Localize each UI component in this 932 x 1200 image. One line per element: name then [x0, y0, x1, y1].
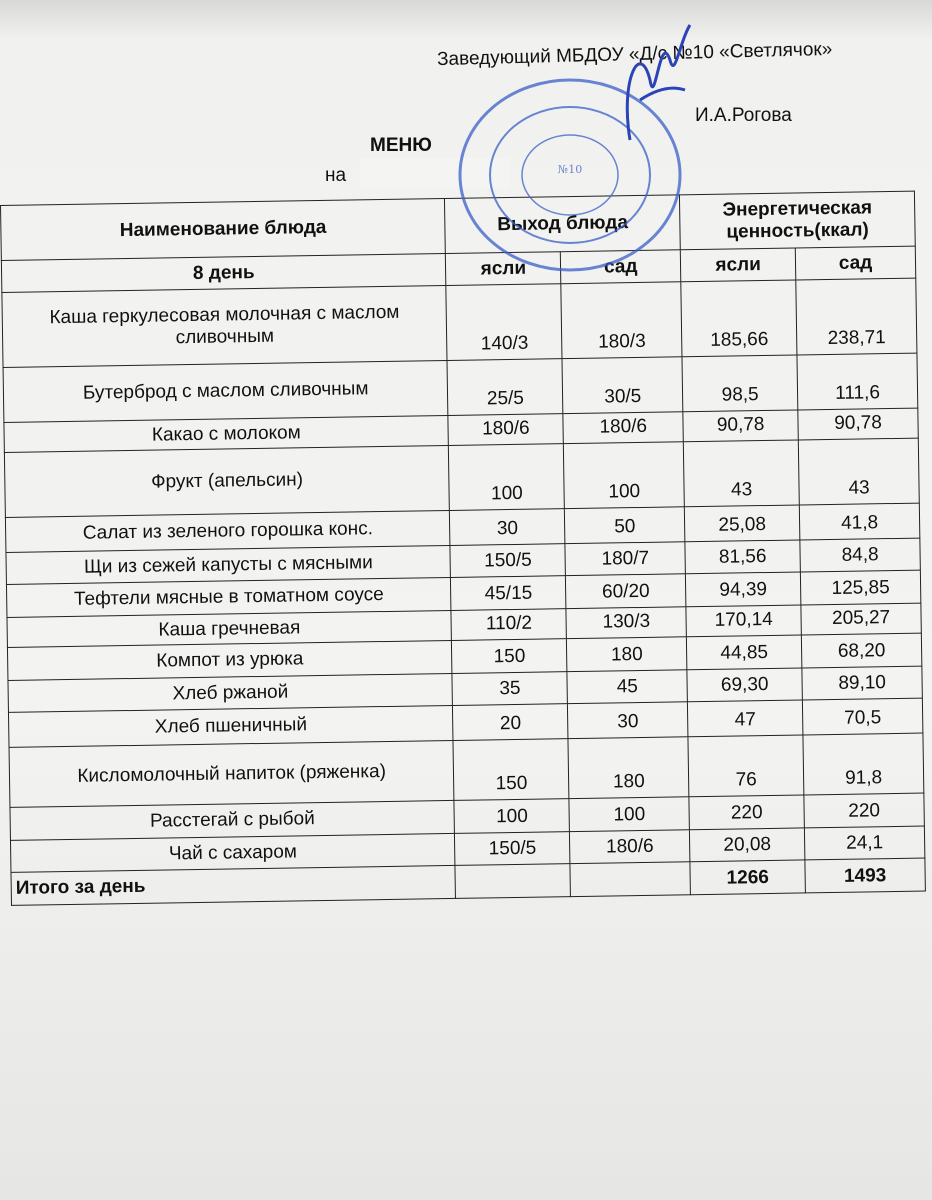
energy-garden: 111,6: [797, 353, 918, 410]
output-garden: 30: [567, 701, 689, 739]
energy-nursery: 94,39: [685, 571, 801, 607]
output-garden: 180/6: [569, 829, 691, 864]
output-garden: 45: [567, 669, 688, 704]
output-nursery: 20: [452, 703, 569, 741]
energy-garden: 43: [798, 438, 920, 505]
output-garden: 60/20: [565, 573, 687, 609]
dish-name: Фрукт (апельсин): [4, 445, 450, 518]
menu-table: Наименование блюда Выход блюда Энергетич…: [0, 191, 926, 906]
output-garden: 130/3: [566, 606, 687, 639]
energy-nursery: 69,30: [687, 667, 803, 702]
energy-garden: 70,5: [802, 698, 923, 735]
energy-garden: 84,8: [799, 538, 921, 572]
output-nursery: 150/5: [450, 543, 566, 578]
output-garden: 180/7: [565, 541, 686, 576]
col-header-energy: Энергетическая ценность(ккал): [679, 191, 916, 250]
energy-garden: 41,8: [799, 503, 920, 540]
output-garden: 30/5: [562, 356, 683, 414]
energy-nursery: 44,85: [686, 634, 802, 670]
energy-nursery: 43: [683, 439, 800, 507]
dish-name: Бутерброд с маслом сливочным: [3, 360, 449, 423]
date-field-blank: [360, 158, 510, 188]
total-garden: 1493: [804, 858, 926, 893]
output-nursery: 45/15: [450, 575, 567, 611]
energy-garden: 125,85: [800, 570, 921, 605]
output-nursery: 150/5: [454, 831, 571, 866]
output-garden: 100: [563, 441, 685, 509]
energy-garden: 220: [803, 793, 925, 828]
energy-nursery: 47: [687, 699, 803, 737]
signature: [625, 24, 692, 141]
energy-garden: 89,10: [801, 666, 923, 700]
energy-nursery: 76: [688, 734, 804, 797]
energy-garden: 91,8: [802, 733, 924, 795]
energy-nursery: 25,08: [684, 504, 800, 542]
energy-garden: 24,1: [804, 826, 925, 860]
energy-nursery: 170,14: [686, 604, 802, 637]
output-garden: 100: [569, 796, 690, 832]
output-nursery: 30: [449, 508, 566, 546]
energy-nursery: 90,78: [682, 409, 799, 442]
output-nursery: 100: [448, 443, 565, 511]
output-garden: 180: [568, 736, 690, 799]
total-label: Итого за день: [10, 865, 456, 906]
energy-nursery: 81,56: [684, 539, 801, 574]
energy-nursery: 220: [689, 794, 805, 830]
output-nursery: 150: [453, 738, 570, 801]
official-stamp: №10: [458, 78, 682, 272]
energy-garden: 68,20: [801, 633, 922, 668]
sub-header-garden: сад: [795, 246, 916, 281]
dish-name: Кисломолочный напиток (ряженка): [9, 740, 455, 808]
output-nursery: 140/3: [446, 283, 563, 361]
signatory-name: И.А.Рогова: [695, 105, 792, 126]
output-nursery: 150: [451, 638, 568, 674]
output-nursery: 100: [454, 798, 570, 834]
output-nursery: 35: [452, 671, 568, 706]
output-garden: 180: [566, 636, 688, 672]
total-nursery: 1266: [690, 859, 806, 895]
svg-text:№10: №10: [558, 163, 582, 176]
energy-garden: 90,78: [797, 408, 919, 440]
energy-nursery: 20,08: [689, 827, 805, 862]
energy-garden: 238,71: [795, 278, 917, 355]
date-prefix: на: [325, 165, 347, 186]
output-nursery: 180/6: [448, 413, 564, 446]
output-garden: 180/3: [561, 281, 683, 359]
energy-nursery: 98,5: [682, 354, 798, 412]
output-nursery: 110/2: [451, 608, 567, 641]
energy-nursery: 185,66: [680, 280, 798, 357]
sub-header-nursery: ясли: [680, 248, 796, 282]
table-row: Каша геркулесовая молочная с маслом слив…: [1, 278, 917, 368]
output-nursery: 25/5: [447, 358, 564, 416]
energy-garden: 205,27: [800, 603, 922, 635]
output-garden: 180/6: [563, 411, 684, 444]
dish-name: Каша геркулесовая молочная с маслом слив…: [1, 285, 448, 368]
col-header-name: Наименование блюда: [0, 198, 446, 261]
page-title: МЕНЮ: [370, 135, 432, 156]
output-garden: 50: [564, 506, 685, 544]
